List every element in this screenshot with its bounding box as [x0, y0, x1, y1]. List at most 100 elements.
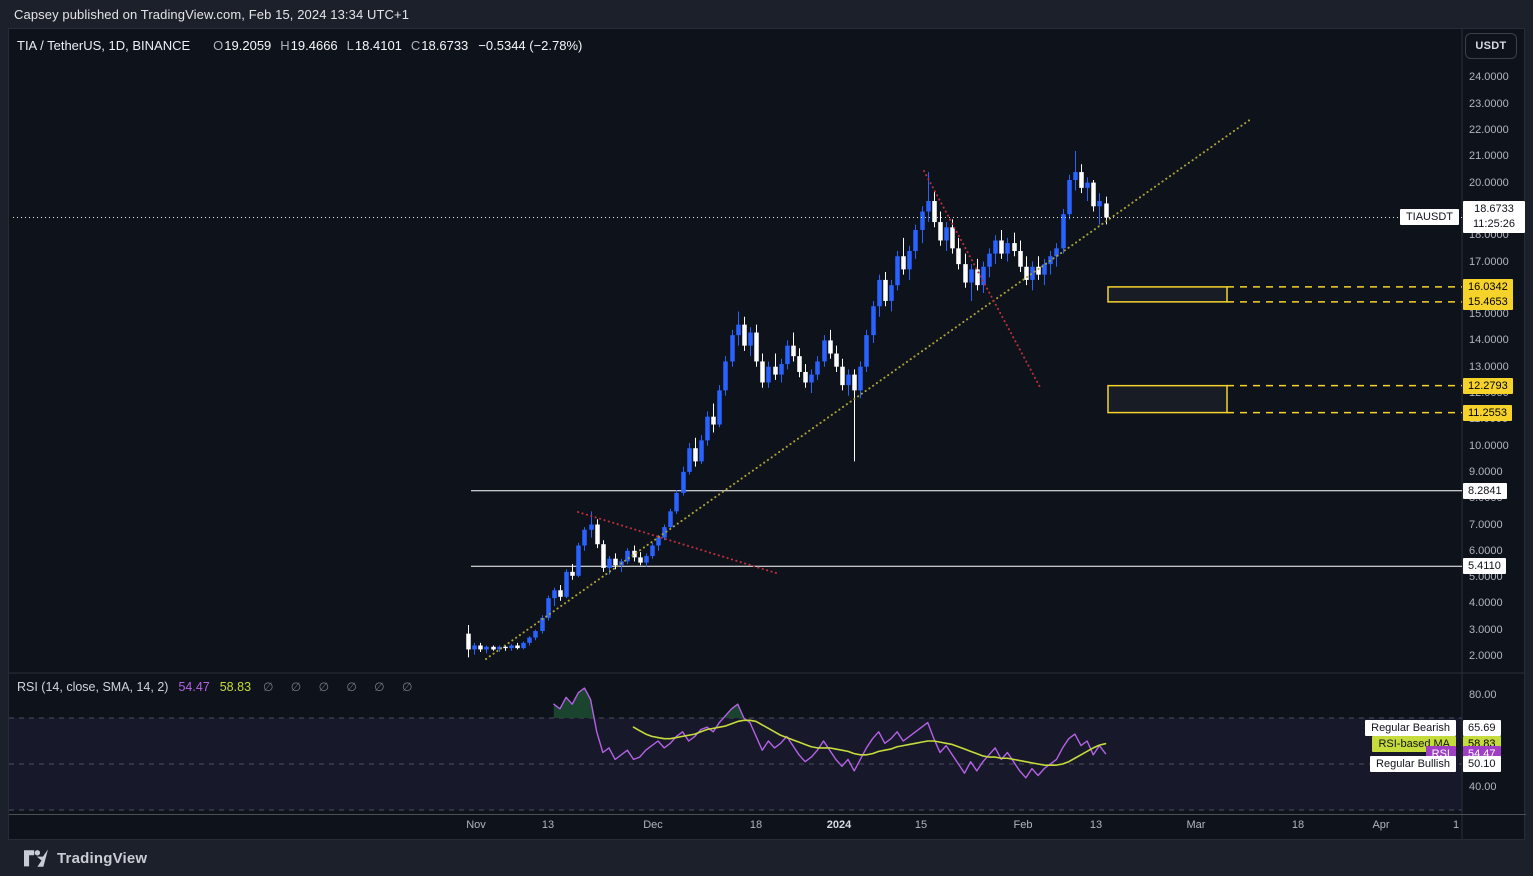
- candle-body: [907, 250, 912, 270]
- ohlc-key: L: [346, 37, 354, 53]
- candle-body: [1073, 172, 1078, 180]
- rsi-level-value: 65.69: [1463, 719, 1501, 736]
- candle-body: [717, 390, 722, 425]
- candle-body: [822, 340, 827, 362]
- currency-toggle-button[interactable]: USDT: [1465, 33, 1517, 59]
- candle-body: [895, 256, 900, 286]
- rsi-level-tag: Regular Bearish: [1365, 719, 1456, 736]
- rsi-header: RSI (14, close, SMA, 14, 2) 54.47 58.83 …: [17, 679, 419, 695]
- candle-body: [840, 366, 845, 386]
- candle-body: [693, 448, 698, 462]
- candle-body: [632, 550, 637, 558]
- price-axis-tick: 2.0000: [1469, 650, 1503, 662]
- candle-body: [1091, 182, 1096, 207]
- candle-body: [1018, 250, 1023, 267]
- candle-body: [478, 645, 483, 650]
- rsi-value: 54.47: [178, 680, 210, 694]
- candle-body: [1104, 203, 1109, 218]
- price-axis-tick: 14.0000: [1469, 334, 1509, 347]
- candle-body: [607, 558, 612, 568]
- time-axis-label: Mar: [1186, 819, 1206, 831]
- candle-body: [932, 201, 937, 223]
- chart-canvas[interactable]: [9, 29, 1524, 839]
- price-axis-tick: 6.0000: [1469, 544, 1503, 557]
- price-axis-tick: 7.0000: [1469, 518, 1503, 531]
- candle-body: [938, 222, 943, 241]
- candle-body: [472, 645, 477, 650]
- candle-body: [920, 211, 925, 230]
- candle-body: [527, 637, 532, 643]
- rsi-line: [553, 687, 1107, 779]
- candle-body: [681, 471, 686, 493]
- ohlc-key: C: [410, 37, 421, 53]
- price-axis-tick: 9.0000: [1469, 465, 1503, 478]
- candle-body: [797, 356, 802, 372]
- candle-body: [858, 366, 863, 391]
- time-axis-label: Dec: [643, 819, 663, 831]
- candle-body: [993, 240, 998, 254]
- candle-body: [1048, 256, 1053, 265]
- candle-body: [699, 440, 704, 462]
- tradingview-wordmark[interactable]: TradingView: [57, 849, 148, 867]
- ohlc-key: H: [280, 37, 290, 53]
- price-axis-tick: 3.0000: [1469, 623, 1503, 636]
- time-axis[interactable]: [9, 814, 1526, 842]
- candle-body: [846, 374, 851, 386]
- candle-body: [1005, 243, 1010, 254]
- candle-body: [484, 646, 489, 650]
- candle-body: [1085, 182, 1090, 188]
- candle-body: [1042, 264, 1047, 275]
- candle-body: [1079, 172, 1084, 188]
- candle-body: [687, 448, 692, 472]
- candle-body: [828, 340, 833, 354]
- candle-body: [491, 646, 496, 650]
- tradingview-logo-icon[interactable]: [24, 848, 48, 868]
- candle-body: [1067, 179, 1072, 215]
- candle-body: [533, 631, 538, 638]
- candle-body: [766, 366, 771, 383]
- candle-body: [1054, 248, 1059, 257]
- symbol-title[interactable]: TIA / TetherUS, 1D, BINANCE: [17, 37, 191, 53]
- candle-body: [662, 527, 667, 538]
- candle-body: [601, 544, 606, 568]
- candle-body: [779, 364, 784, 375]
- candle-body: [736, 324, 741, 336]
- rsi-title[interactable]: RSI (14, close, SMA, 14, 2): [17, 680, 169, 694]
- candle-body: [552, 590, 557, 599]
- candle-body: [1024, 266, 1029, 280]
- candle-body: [515, 645, 520, 649]
- price-axis-tick: 13.0000: [1469, 360, 1509, 373]
- zone-box: [1107, 384, 1228, 414]
- zone-box: [1107, 286, 1228, 303]
- candle-body: [644, 556, 649, 563]
- price-axis-tick: 17.0000: [1469, 255, 1509, 268]
- candle-body: [883, 279, 888, 301]
- candle-body: [570, 571, 575, 576]
- candle-body: [877, 279, 882, 307]
- price-level-label: 11.2553: [1463, 404, 1512, 421]
- change-value: −0.5344 (−2.78%): [478, 37, 583, 53]
- time-axis-label: Nov: [466, 819, 486, 831]
- candle-body: [730, 335, 735, 362]
- time-axis-label: 1: [1452, 819, 1460, 831]
- candle-body: [656, 537, 661, 546]
- candle-body: [956, 248, 961, 265]
- price-axis-tick: 23.0000: [1469, 97, 1509, 110]
- candle-body: [999, 240, 1004, 254]
- candle-body: [564, 571, 569, 597]
- candle-body: [791, 345, 796, 357]
- rsi-axis-tick: 40.00: [1469, 781, 1497, 793]
- ohlc-value: 18.6733: [421, 37, 469, 53]
- candle-body: [711, 416, 716, 425]
- candle-body: [589, 524, 594, 530]
- time-axis-label: Feb: [1013, 819, 1033, 831]
- symbol-header: TIA / TetherUS, 1D, BINANCE O19.2059 H19.…: [17, 36, 582, 54]
- candle-body: [852, 374, 857, 391]
- candle-body: [981, 266, 986, 286]
- rsi-level-tag: Regular Bullish: [1370, 755, 1456, 772]
- candle-body: [889, 285, 894, 301]
- candle-body: [625, 550, 630, 562]
- candle-body: [668, 511, 673, 528]
- candle-body: [576, 545, 581, 576]
- candle-body: [546, 598, 551, 618]
